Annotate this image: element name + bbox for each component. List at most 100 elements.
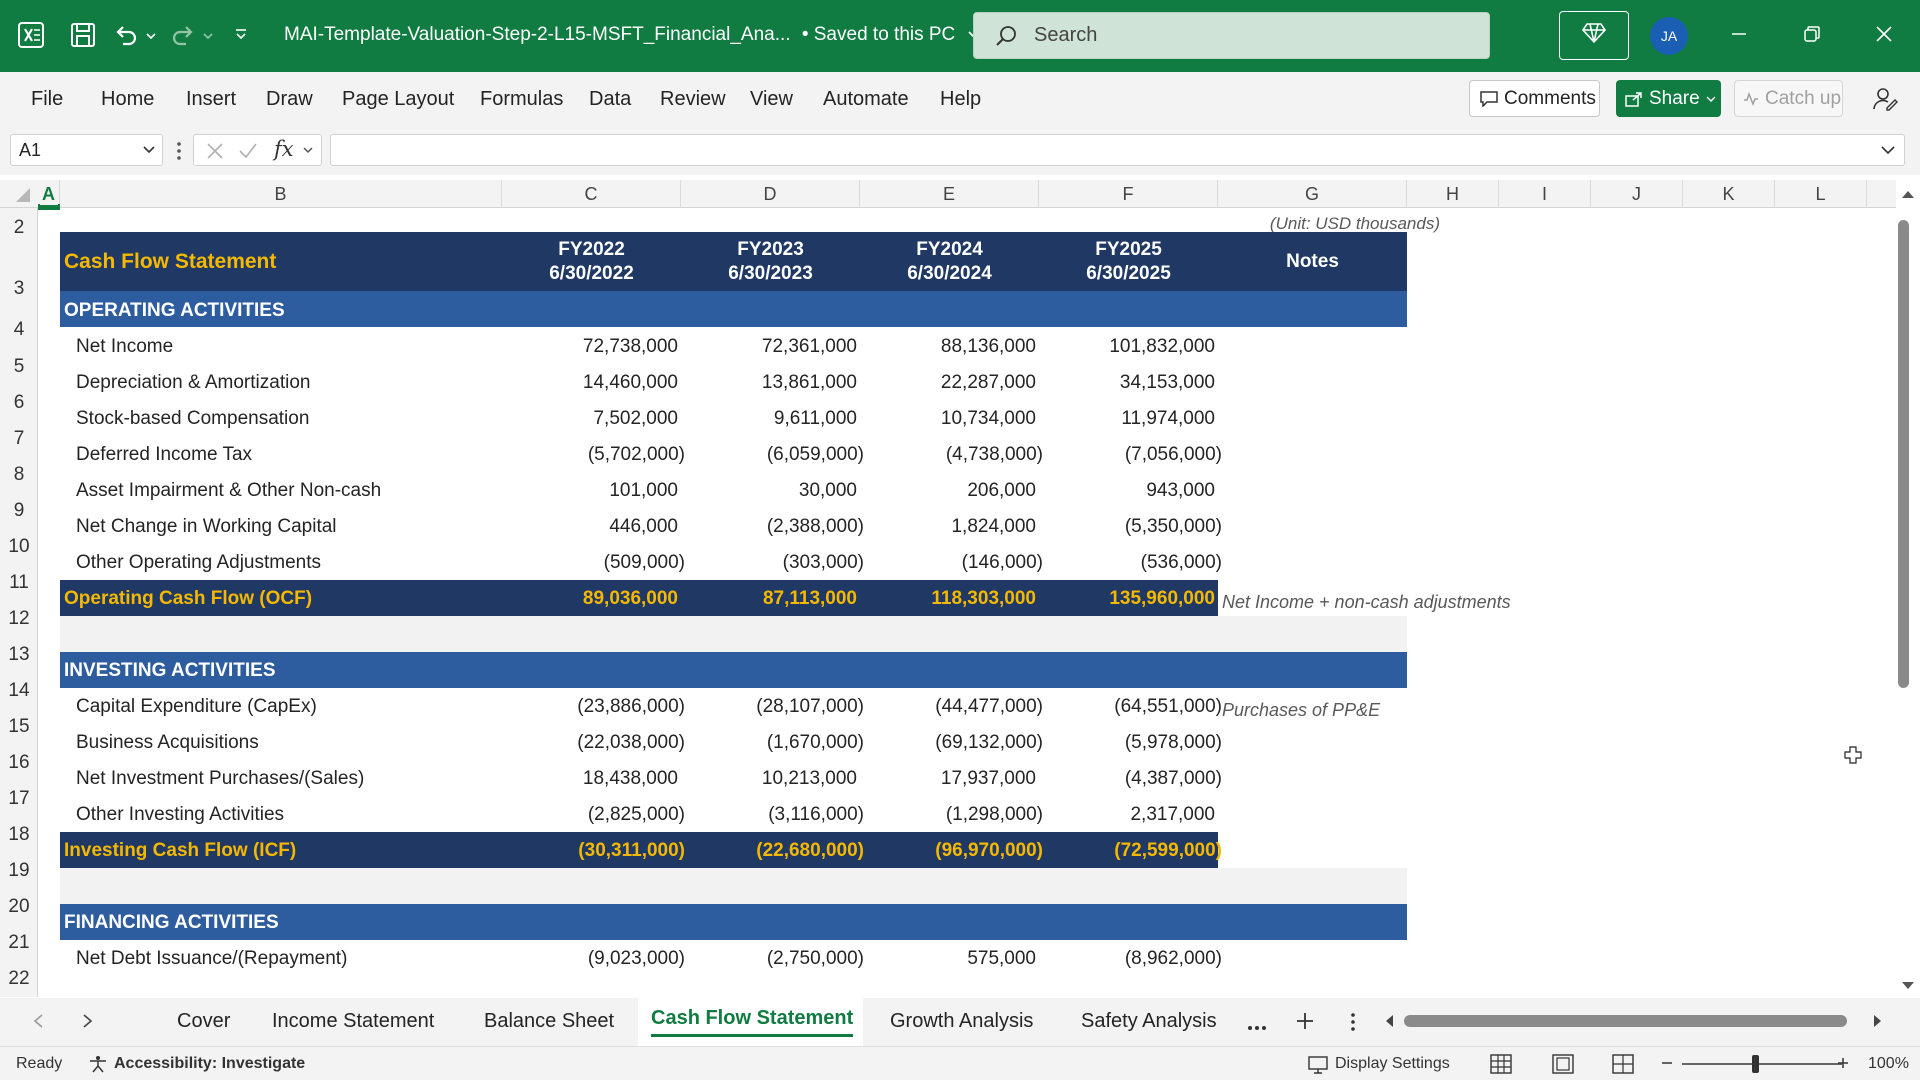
horizontal-scroll-thumb[interactable] xyxy=(1404,1015,1847,1027)
row-header-20[interactable]: 20 xyxy=(8,896,30,917)
comments-button[interactable]: Comments xyxy=(1469,80,1600,117)
column-header-e[interactable]: E xyxy=(860,180,1039,208)
tab-income-statement[interactable]: Income Statement xyxy=(272,1010,435,1032)
save-icon[interactable] xyxy=(70,22,96,53)
zoom-in-icon[interactable] xyxy=(1836,1056,1850,1075)
page-layout-view-icon[interactable] xyxy=(1552,1054,1574,1079)
document-title[interactable]: MAI-Template-Valuation-Step-2-L15-MSFT_F… xyxy=(284,24,981,46)
more-options-icon[interactable] xyxy=(176,141,182,166)
formula-input[interactable] xyxy=(330,134,1905,166)
column-header-k[interactable]: K xyxy=(1683,180,1775,208)
menu-page-layout[interactable]: Page Layout xyxy=(342,88,455,110)
menu-help[interactable]: Help xyxy=(940,88,982,110)
customize-qat-icon[interactable] xyxy=(233,27,249,48)
row-header-16[interactable]: 16 xyxy=(8,752,30,773)
scroll-left-icon[interactable] xyxy=(1383,1013,1395,1034)
column-header-l[interactable]: L xyxy=(1775,180,1867,208)
menu-insert[interactable]: Insert xyxy=(186,88,237,110)
add-sheet-icon[interactable] xyxy=(1295,1011,1315,1036)
row-header-22[interactable]: 22 xyxy=(8,968,30,989)
column-header-a[interactable]: A xyxy=(38,180,60,208)
vertical-scroll-thumb[interactable] xyxy=(1898,220,1909,688)
normal-view-icon[interactable] xyxy=(1490,1054,1512,1079)
row-header-7[interactable]: 7 xyxy=(13,428,25,449)
share-button[interactable]: Share xyxy=(1616,80,1721,117)
prev-sheet-icon[interactable] xyxy=(32,1013,44,1034)
expand-formula-icon[interactable] xyxy=(1880,145,1896,155)
row-header-4[interactable]: 4 xyxy=(13,319,25,340)
row-header-19[interactable]: 19 xyxy=(8,860,30,881)
chevron-down-icon[interactable] xyxy=(302,146,314,156)
column-header-h[interactable]: H xyxy=(1407,180,1499,208)
column-header-b[interactable]: B xyxy=(60,180,502,208)
accessibility-icon[interactable] xyxy=(88,1055,108,1078)
accessibility-status[interactable]: Accessibility: Investigate xyxy=(114,1055,306,1072)
row-header-8[interactable]: 8 xyxy=(13,464,25,485)
chevron-down-icon[interactable] xyxy=(142,145,156,155)
row-header-11[interactable]: 11 xyxy=(9,572,29,593)
column-header-f[interactable]: F xyxy=(1039,180,1218,208)
column-header-g[interactable]: G xyxy=(1218,180,1407,208)
menu-view[interactable]: View xyxy=(750,88,793,110)
avatar[interactable]: JA xyxy=(1650,17,1688,55)
menu-home[interactable]: Home xyxy=(101,88,155,110)
restore-button[interactable] xyxy=(1782,10,1842,62)
zoom-level[interactable]: 100% xyxy=(1868,1055,1909,1072)
column-header-j[interactable]: J xyxy=(1591,180,1683,208)
row-header-13[interactable]: 13 xyxy=(8,644,30,665)
scroll-right-icon[interactable] xyxy=(1872,1013,1884,1034)
row-header-9[interactable]: 9 xyxy=(13,500,25,521)
row-header-5[interactable]: 5 xyxy=(13,356,25,377)
name-box[interactable]: A1 xyxy=(10,134,163,166)
row-header-17[interactable]: 17 xyxy=(8,788,30,809)
row-header-21[interactable]: 21 xyxy=(8,932,30,953)
row-header-15[interactable]: 15 xyxy=(8,716,30,737)
menu-formulas[interactable]: Formulas xyxy=(480,88,564,110)
redo-icon[interactable] xyxy=(170,22,196,53)
tab-balance-sheet[interactable]: Balance Sheet xyxy=(484,1010,615,1032)
row-header-10[interactable]: 10 xyxy=(8,536,30,557)
cancel-icon[interactable] xyxy=(206,142,224,165)
row-header-2[interactable]: 2 xyxy=(13,217,25,238)
zoom-slider[interactable] xyxy=(1682,1063,1842,1065)
menu-file[interactable]: File xyxy=(31,88,64,110)
tab-options-icon[interactable] xyxy=(1350,1012,1356,1037)
redo-dropdown-icon[interactable] xyxy=(202,28,214,46)
display-settings-button[interactable]: Display Settings xyxy=(1335,1055,1450,1072)
scroll-up-icon[interactable] xyxy=(1901,186,1915,204)
enter-icon[interactable] xyxy=(238,142,258,165)
undo-icon[interactable] xyxy=(113,22,139,53)
next-sheet-icon[interactable] xyxy=(82,1013,94,1034)
select-all-corner[interactable] xyxy=(12,186,32,209)
page-break-view-icon[interactable] xyxy=(1612,1054,1634,1079)
insert-function-button[interactable]: fx xyxy=(274,137,294,161)
column-header-d[interactable]: D xyxy=(681,180,860,208)
undo-dropdown-icon[interactable] xyxy=(145,28,157,46)
more-sheets-icon[interactable] xyxy=(1247,1018,1267,1036)
excel-logo-icon[interactable] xyxy=(18,22,44,53)
row-header-18[interactable]: 18 xyxy=(8,824,30,845)
search-input[interactable]: Search xyxy=(973,12,1490,59)
tab-cash-flow-statement[interactable]: Cash Flow Statement xyxy=(651,1007,854,1037)
column-header-c[interactable]: C xyxy=(502,180,681,208)
scroll-down-icon[interactable] xyxy=(1901,978,1915,996)
column-header-i[interactable]: I xyxy=(1499,180,1591,208)
menu-draw[interactable]: Draw xyxy=(266,88,313,110)
menu-automate[interactable]: Automate xyxy=(823,88,909,110)
tab-safety-analysis[interactable]: Safety Analysis xyxy=(1081,1010,1217,1032)
row-header-3[interactable]: 3 xyxy=(13,278,25,299)
close-button[interactable] xyxy=(1854,10,1914,62)
zoom-out-icon[interactable] xyxy=(1660,1056,1674,1075)
tab-cover[interactable]: Cover xyxy=(177,1010,231,1032)
premium-button[interactable] xyxy=(1559,11,1629,60)
sheet-cells[interactable]: (Unit: USD thousands) Cash Flow Statemen… xyxy=(38,204,1900,997)
menu-data[interactable]: Data xyxy=(589,88,632,110)
zoom-slider-thumb[interactable] xyxy=(1752,1055,1759,1073)
tab-growth-analysis[interactable]: Growth Analysis xyxy=(890,1010,1034,1032)
row-header-12[interactable]: 12 xyxy=(8,608,30,629)
catch-up-button[interactable]: Catch up xyxy=(1734,80,1843,117)
row-header-14[interactable]: 14 xyxy=(8,680,30,701)
coauthor-icon[interactable] xyxy=(1872,86,1898,117)
minimize-button[interactable] xyxy=(1709,10,1769,62)
row-header-6[interactable]: 6 xyxy=(13,392,25,413)
